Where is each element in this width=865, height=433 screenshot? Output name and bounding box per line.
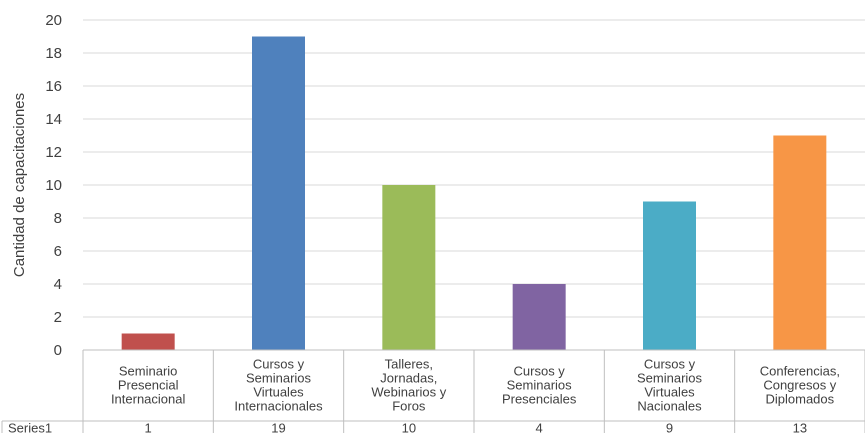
y-tick-label: 16 xyxy=(45,78,62,95)
category-label: Talleres, Jornadas, Webinarios y Foros xyxy=(371,357,446,414)
category-label: Cursos y Seminarios Virtuales Nacionales xyxy=(637,357,703,414)
y-tick-label: 6 xyxy=(54,243,62,260)
y-tick-label: 8 xyxy=(54,210,62,227)
series-name-label: Series1 xyxy=(8,421,52,433)
bar xyxy=(773,135,827,350)
bar xyxy=(252,36,305,350)
data-value-label: 1 xyxy=(145,421,152,433)
category-label: Conferencias, Congresos y Diplomados xyxy=(760,364,840,407)
data-value-label: 9 xyxy=(666,421,673,433)
gridlines xyxy=(83,19,865,351)
category-label: Cursos y Seminarios Presenciales xyxy=(502,364,577,407)
data-value-label: 4 xyxy=(536,421,543,433)
bar xyxy=(512,284,566,350)
category-label: Cursos y Seminarios Virtuales Internacional… xyxy=(234,357,323,414)
y-axis-ticks: 0 2 4 6 8 10 12 14 16 18 20 xyxy=(45,12,62,359)
y-axis-label: Cantidad de capacitaciones xyxy=(11,93,28,277)
data-table: Seminario Presencial Internacional Cursos y… xyxy=(1,349,865,433)
y-tick-label: 14 xyxy=(45,111,62,128)
bars xyxy=(121,36,827,350)
bar xyxy=(121,333,175,350)
data-value-label: 13 xyxy=(793,421,807,433)
y-tick-label: 2 xyxy=(54,309,62,326)
y-tick-label: 20 xyxy=(45,12,62,29)
y-tick-label: 0 xyxy=(54,342,62,359)
data-value-label: 10 xyxy=(402,421,416,433)
bar xyxy=(382,185,436,350)
bar xyxy=(643,201,696,350)
y-tick-label: 4 xyxy=(54,276,62,293)
y-tick-label: 18 xyxy=(45,45,62,62)
category-label: Seminario Presencial Internacional xyxy=(111,364,186,407)
y-tick-label: 10 xyxy=(45,177,62,194)
data-value-label: 19 xyxy=(271,421,285,433)
y-tick-label: 12 xyxy=(45,144,62,161)
